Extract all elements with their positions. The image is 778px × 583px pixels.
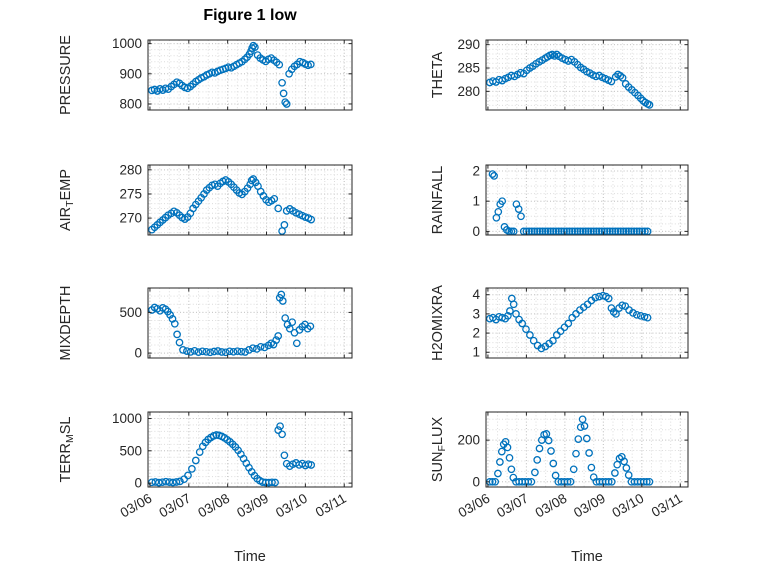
grid-lines	[486, 165, 688, 235]
y-axis-label-theta: THETA	[430, 51, 446, 98]
data-points-pressure	[148, 41, 315, 108]
axes-box	[147, 39, 353, 111]
subplot-mixdepth: 0 500 MIXDEPTH	[58, 286, 353, 361]
y-axis-label-rainfall: RAINFALL	[430, 166, 446, 235]
data-points-theta	[486, 50, 654, 109]
svg-text:0: 0	[134, 346, 142, 361]
svg-text:03/06: 03/06	[118, 491, 155, 521]
data-points-airtemp	[148, 175, 316, 235]
y-axis-label-pressure: PRESSURE	[58, 35, 74, 115]
axes-box	[485, 39, 689, 111]
svg-text:03/08: 03/08	[195, 491, 232, 521]
tick-marks	[486, 412, 688, 487]
svg-text:0: 0	[472, 224, 480, 239]
svg-text:03/09: 03/09	[571, 491, 608, 521]
grid-lines	[486, 40, 688, 110]
subplot-rainfall: 0 1 2 RAINFALL	[430, 164, 689, 239]
svg-text:900: 900	[119, 66, 142, 81]
svg-text:03/11: 03/11	[313, 491, 349, 520]
svg-text:285: 285	[457, 61, 480, 76]
svg-text:03/11: 03/11	[649, 491, 685, 520]
tick-labels: 0 500	[119, 305, 142, 361]
svg-text:03/10: 03/10	[273, 491, 310, 521]
axes-box	[147, 164, 353, 236]
data-points-terrmsl	[148, 422, 316, 487]
svg-text:4: 4	[472, 287, 480, 302]
svg-text:200: 200	[457, 433, 480, 448]
axes-box	[485, 411, 689, 488]
svg-text:275: 275	[119, 186, 142, 201]
tick-marks	[486, 288, 688, 358]
svg-text:03/07: 03/07	[494, 491, 531, 521]
y-axis-label-airtemp: AIRTEMP	[58, 169, 76, 231]
svg-text:2: 2	[472, 326, 480, 341]
grid-lines	[148, 40, 352, 110]
data-points-mixdepth	[148, 290, 315, 357]
svg-text:500: 500	[119, 443, 142, 458]
grid-lines	[148, 165, 352, 235]
axes-box	[485, 164, 689, 236]
axes-box	[147, 287, 353, 359]
subplot-h2omixra: 1 2 3 4 H2OMIXRA	[430, 285, 689, 361]
tick-labels: 270 275 280	[119, 162, 142, 225]
subplot-sunflux: 0 200 03/06 03/07 03/08 03/09 03/10 03/11 Time SU…	[430, 411, 689, 565]
svg-text:1000: 1000	[112, 411, 142, 426]
tick-marks	[148, 288, 352, 358]
svg-text:280: 280	[457, 84, 480, 99]
svg-text:03/07: 03/07	[157, 491, 194, 521]
svg-text:03/08: 03/08	[533, 491, 570, 521]
data-points-h2omixra	[486, 291, 652, 353]
svg-text:1: 1	[472, 194, 480, 209]
svg-text:0: 0	[472, 474, 480, 489]
y-axis-label-terrmsl: TERRMSL	[58, 417, 76, 483]
svg-text:3: 3	[472, 306, 480, 321]
subplot-airtemp: 270 275 280 AIRTEMP	[58, 162, 353, 236]
y-axis-label-sunflux: SUNFLUX	[430, 417, 448, 483]
tick-marks	[486, 40, 688, 110]
tick-marks	[148, 165, 352, 235]
figure-title: Figure 1 low	[203, 7, 297, 24]
tick-marks	[148, 412, 352, 487]
plot-area	[486, 165, 688, 235]
svg-text:1: 1	[472, 345, 480, 360]
svg-text:0: 0	[134, 476, 142, 491]
svg-text:03/09: 03/09	[234, 491, 271, 521]
y-axis-label-h2omixra: H2OMIXRA	[430, 285, 446, 361]
svg-text:290: 290	[457, 37, 480, 52]
tick-labels: 800 900 1000	[112, 36, 142, 111]
x-axis-label: Time	[234, 549, 266, 565]
tick-labels: 280 285 290	[457, 37, 480, 99]
grid-lines	[486, 288, 688, 358]
axes-box	[147, 411, 353, 488]
svg-text:500: 500	[119, 305, 142, 320]
plot-area	[148, 412, 352, 487]
axes-box	[485, 287, 689, 359]
svg-text:2: 2	[472, 164, 480, 179]
tick-labels: 1 2 3 4	[472, 287, 480, 360]
svg-text:280: 280	[119, 162, 142, 177]
subplot-theta: 280 285 290 THETA	[430, 37, 689, 111]
grid-lines	[148, 412, 352, 487]
svg-text:03/06: 03/06	[456, 491, 493, 521]
tick-marks	[148, 40, 352, 110]
svg-text:03/10: 03/10	[610, 491, 647, 521]
tick-marks	[486, 165, 688, 235]
x-axis-label: Time	[571, 549, 603, 565]
subplot-terrmsl: 0 500 1000 03/06 03/07 03/08 03/09 03/10 03/11 Ti…	[58, 411, 353, 565]
svg-text:1000: 1000	[112, 36, 142, 51]
svg-text:270: 270	[119, 211, 142, 226]
svg-text:800: 800	[119, 96, 142, 111]
tick-labels: 0 500 1000 03/06 03/07 03/08 03/09 03/10 03/11	[112, 411, 349, 521]
subplot-pressure: 800 900 1000 PRESSURE	[58, 35, 353, 115]
data-points-sunflux	[486, 415, 654, 486]
tick-labels: 0 1 2	[472, 164, 480, 239]
y-axis-label-mixdepth: MIXDEPTH	[58, 286, 74, 361]
